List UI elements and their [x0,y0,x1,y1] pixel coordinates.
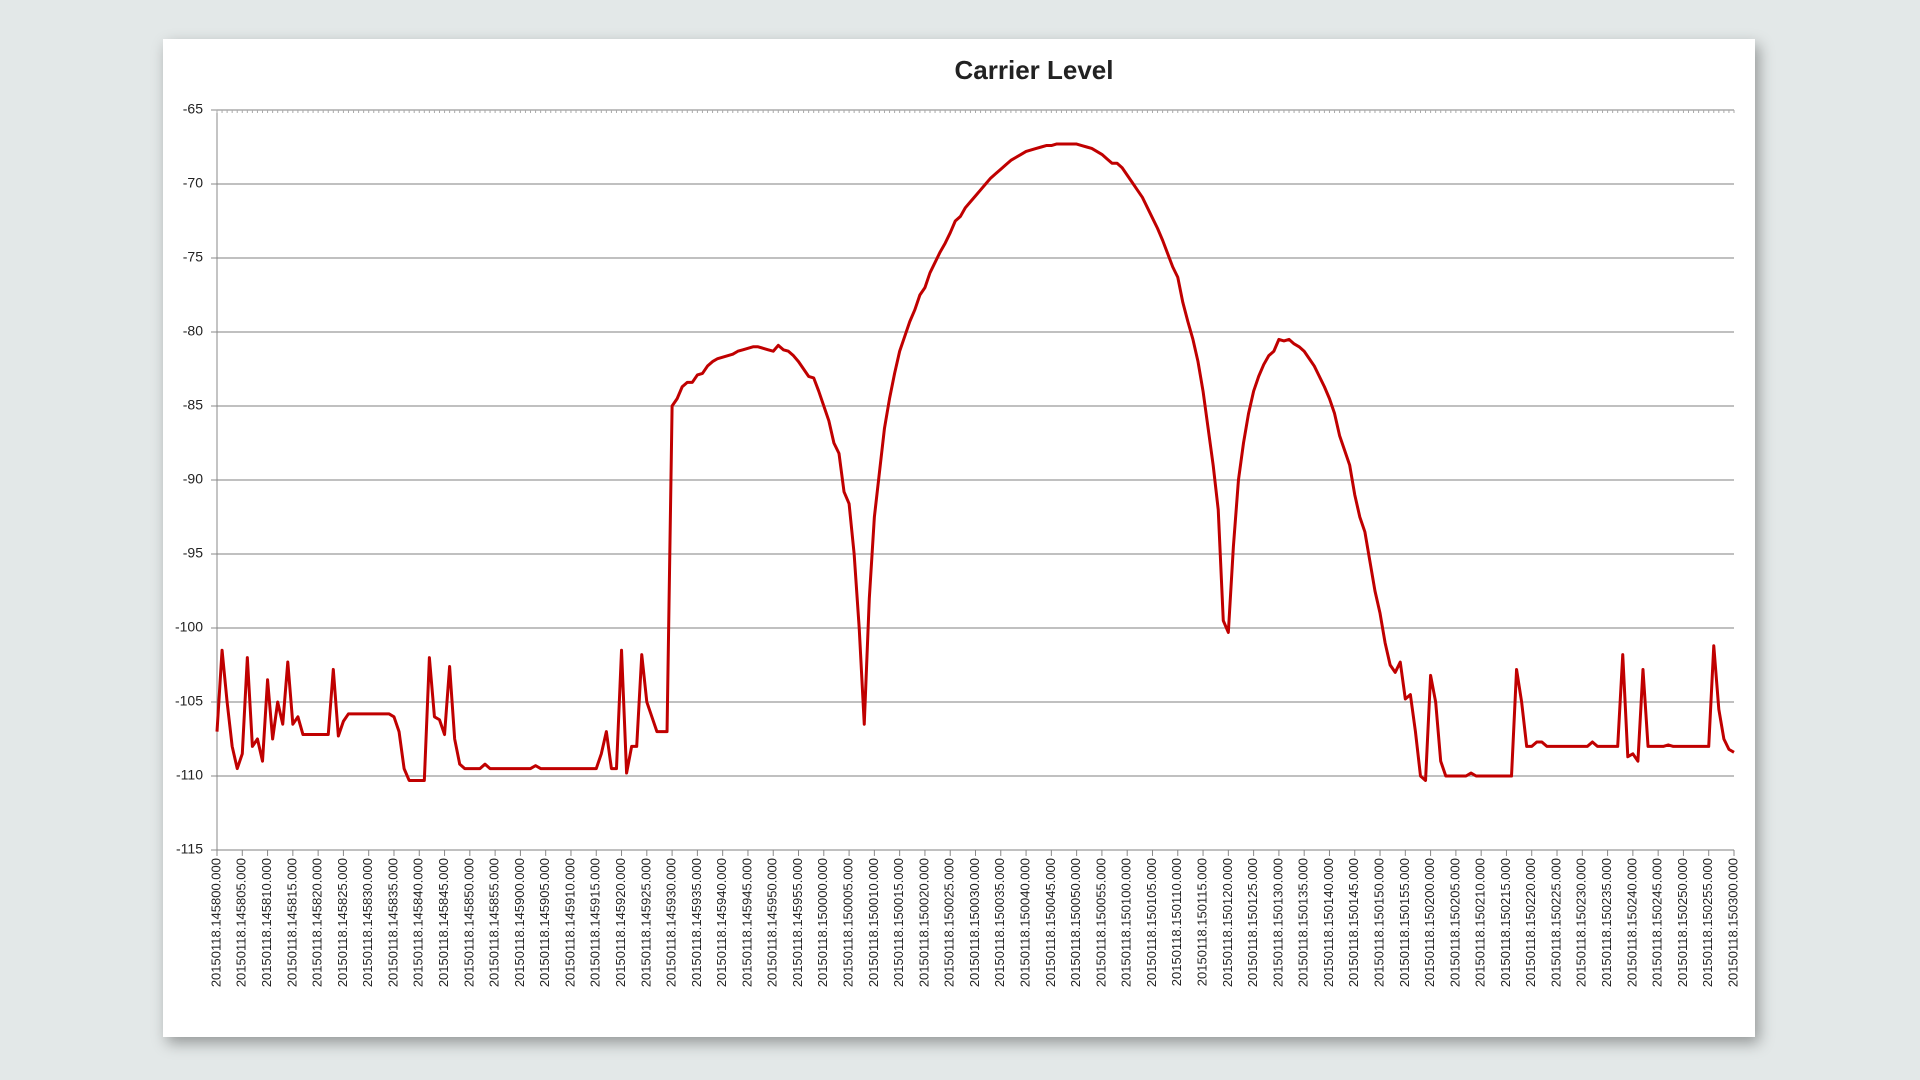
x-tick-label: 20150118.145835.000 [385,858,400,987]
x-tick-label: 20150118.150300.000 [1725,858,1740,987]
x-tick-label: 20150118.150235.000 [1599,858,1614,987]
x-tick-label: 20150118.145935.000 [689,858,704,987]
x-tick-label: 20150118.145925.000 [638,858,653,987]
x-tick-label: 20150118.150155.000 [1397,858,1412,987]
x-tick-label: 20150118.145915.000 [588,858,603,987]
x-tick-label: 20150118.150030.000 [967,858,982,987]
x-tick-label: 20150118.145850.000 [461,858,476,987]
x-tick-label: 20150118.150150.000 [1371,858,1386,987]
x-tick-label: 20150118.145825.000 [335,858,350,987]
x-tick-label: 20150118.150210.000 [1473,858,1488,987]
y-tick-label: -115 [176,841,203,857]
x-tick-label: 20150118.150110.000 [1169,858,1184,986]
x-tick-label: 20150118.150040.000 [1018,858,1033,987]
x-tick-label: 20150118.145810.000 [259,858,274,987]
x-tick-label: 20150118.150145.000 [1346,858,1361,987]
x-tick-label: 20150118.150240.000 [1624,858,1639,987]
x-tick-label: 20150118.145945.000 [739,858,754,987]
y-tick-label: -65 [183,101,203,117]
x-tick-label: 20150118.150245.000 [1650,858,1665,987]
y-tick-label: -105 [175,693,203,709]
x-tick-label: 20150118.150055.000 [1093,858,1108,987]
x-tick-label: 20150118.150015.000 [891,858,906,987]
x-tick-label: 20150118.150115.000 [1194,858,1209,986]
x-tick-label: 20150118.150225.000 [1548,858,1563,987]
x-tick-label: 20150118.145805.000 [234,858,249,987]
x-tick-label: 20150118.150050.000 [1068,858,1083,987]
x-tick-label: 20150118.145950.000 [765,858,780,987]
x-tick-label: 20150118.145910.000 [562,858,577,987]
x-tick-label: 20150118.150045.000 [1043,858,1058,987]
x-tick-label: 20150118.150125.000 [1245,858,1260,987]
y-tick-label: -70 [183,175,203,191]
x-tick-label: 20150118.145905.000 [537,858,552,987]
x-tick-label: 20150118.150255.000 [1700,858,1715,987]
y-tick-label: -85 [183,397,203,413]
chart-title: Carrier Level [955,55,1114,85]
y-tick-label: -90 [183,471,203,487]
x-tick-label: 20150118.145840.000 [411,858,426,987]
x-tick-label: 20150118.150205.000 [1447,858,1462,987]
x-tick-label: 20150118.150135.000 [1296,858,1311,987]
x-tick-label: 20150118.145940.000 [714,858,729,987]
x-tick-label: 20150118.150120.000 [1220,858,1235,987]
x-tick-label: 20150118.150000.000 [815,858,830,987]
x-tick-label: 20150118.150220.000 [1523,858,1538,987]
y-tick-label: -80 [183,323,203,339]
x-tick-label: 20150118.150105.000 [1144,858,1159,987]
x-tick-label: 20150118.145830.000 [360,858,375,987]
x-tick-label: 20150118.145900.000 [512,858,527,987]
y-tick-label: -75 [183,249,203,265]
x-tick-label: 20150118.150025.000 [942,858,957,987]
x-tick-label: 20150118.145815.000 [284,858,299,987]
x-tick-label: 20150118.150250.000 [1675,858,1690,987]
data-line [215,142,1735,782]
x-tick-label: 20150118.145800.000 [208,858,223,987]
x-tick-label: 20150118.150100.000 [1119,858,1134,987]
x-tick-label: 20150118.145820.000 [310,858,325,987]
x-tick-label: 20150118.150230.000 [1574,858,1589,987]
x-tick-label: 20150118.145855.000 [487,858,502,987]
x-tick-label: 20150118.145955.000 [790,858,805,987]
y-tick-label: -110 [176,767,203,783]
chart-card [163,39,1755,1037]
y-tick-label: -95 [183,545,203,561]
x-tick-label: 20150118.150200.000 [1422,858,1437,987]
x-tick-label: 20150118.150130.000 [1270,858,1285,987]
x-tick-label: 20150118.145930.000 [664,858,679,987]
x-tick-label: 20150118.150020.000 [916,858,931,987]
x-tick-label: 20150118.150215.000 [1498,858,1513,987]
y-tick-label: -100 [175,619,203,635]
x-tick-label: 20150118.150010.000 [866,858,881,987]
x-tick-label: 20150118.150035.000 [992,858,1007,987]
x-tick-label: 20150118.150005.000 [841,858,856,987]
x-tick-label: 20150118.145845.000 [436,858,451,987]
x-tick-label: 20150118.145920.000 [613,858,628,987]
x-tick-label: 20150118.150140.000 [1321,858,1336,987]
